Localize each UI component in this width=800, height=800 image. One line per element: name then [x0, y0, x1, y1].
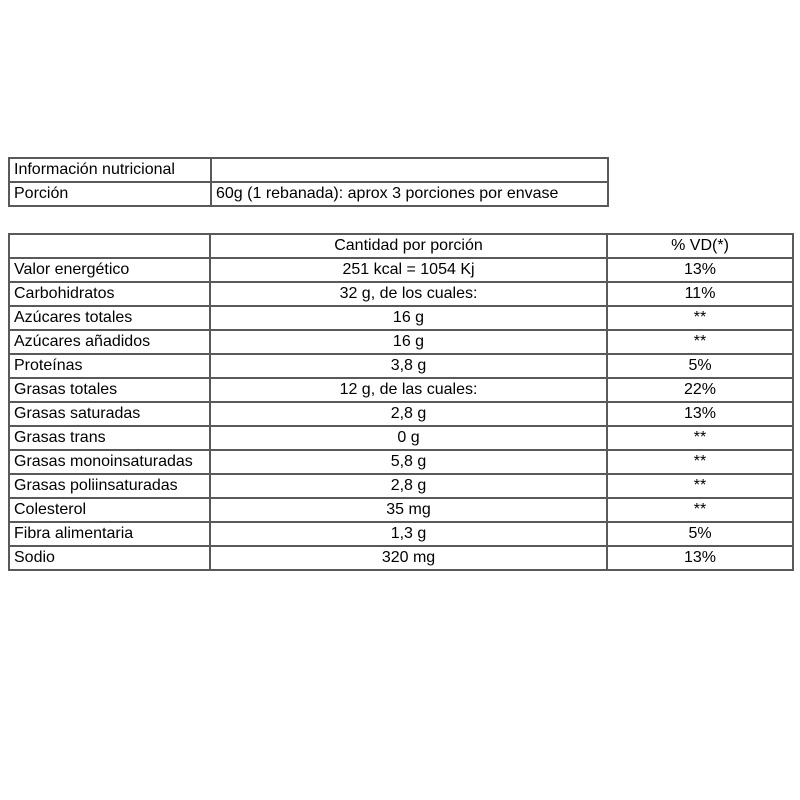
nutrient-cell: Valor energético	[8, 257, 211, 283]
nutrition-table: Cantidad por porción % VD(*) Valor energ…	[8, 233, 794, 571]
amount-cell: 2,8 g	[209, 473, 608, 499]
vd-cell: 22%	[606, 377, 794, 403]
nutrient-cell: Fibra alimentaria	[8, 521, 211, 547]
portion-label-cell: Porción	[8, 181, 212, 207]
amount-cell: 35 mg	[209, 497, 608, 523]
vd-cell: 5%	[606, 353, 794, 379]
table-row: Grasas trans 0 g **	[8, 425, 794, 451]
nutrient-cell: Azúcares añadidos	[8, 329, 211, 355]
table-row: Azúcares añadidos 16 g **	[8, 329, 794, 355]
table-row: Sodio 320 mg 13%	[8, 545, 794, 571]
vd-cell: **	[606, 329, 794, 355]
table-row: Colesterol 35 mg **	[8, 497, 794, 523]
table-row: Proteínas 3,8 g 5%	[8, 353, 794, 379]
nutrient-cell: Colesterol	[8, 497, 211, 523]
vd-cell: 13%	[606, 401, 794, 427]
table-row: Carbohidratos 32 g, de los cuales: 11%	[8, 281, 794, 307]
amount-cell: 2,8 g	[209, 401, 608, 427]
amount-cell: 16 g	[209, 329, 608, 355]
vd-cell: 5%	[606, 521, 794, 547]
table-row: Información nutricional	[8, 157, 609, 183]
header-row: Cantidad por porción % VD(*)	[8, 233, 794, 259]
amount-cell: 3,8 g	[209, 353, 608, 379]
table-row: Fibra alimentaria 1,3 g 5%	[8, 521, 794, 547]
vd-cell: **	[606, 473, 794, 499]
vd-header-cell: % VD(*)	[606, 233, 794, 259]
amount-cell: 32 g, de los cuales:	[209, 281, 608, 307]
nutrient-cell: Sodio	[8, 545, 211, 571]
info-title-value-cell	[210, 157, 609, 183]
amount-cell: 251 kcal = 1054 Kj	[209, 257, 608, 283]
amount-cell: 0 g	[209, 425, 608, 451]
amount-cell: 320 mg	[209, 545, 608, 571]
vd-cell: **	[606, 425, 794, 451]
vd-cell: 13%	[606, 545, 794, 571]
table-row: Grasas totales 12 g, de las cuales: 22%	[8, 377, 794, 403]
nutrient-cell: Azúcares totales	[8, 305, 211, 331]
nutrient-cell: Grasas saturadas	[8, 401, 211, 427]
nutrient-cell: Grasas monoinsaturadas	[8, 449, 211, 475]
amount-cell: 5,8 g	[209, 449, 608, 475]
nutrient-cell: Carbohidratos	[8, 281, 211, 307]
corner-cell	[8, 233, 211, 259]
amount-cell: 16 g	[209, 305, 608, 331]
amount-cell: 12 g, de las cuales:	[209, 377, 608, 403]
info-title-cell: Información nutricional	[8, 157, 212, 183]
nutrient-cell: Grasas trans	[8, 425, 211, 451]
table-row: Grasas poliinsaturadas 2,8 g **	[8, 473, 794, 499]
table-row: Grasas monoinsaturadas 5,8 g **	[8, 449, 794, 475]
vd-cell: 13%	[606, 257, 794, 283]
table-row: Azúcares totales 16 g **	[8, 305, 794, 331]
vd-cell: **	[606, 497, 794, 523]
vd-cell: 11%	[606, 281, 794, 307]
vd-cell: **	[606, 449, 794, 475]
info-table: Información nutricional Porción 60g (1 r…	[8, 157, 609, 207]
nutrient-cell: Grasas totales	[8, 377, 211, 403]
nutrient-cell: Proteínas	[8, 353, 211, 379]
table-row: Grasas saturadas 2,8 g 13%	[8, 401, 794, 427]
amount-cell: 1,3 g	[209, 521, 608, 547]
table-row: Porción 60g (1 rebanada): aprox 3 porcio…	[8, 181, 609, 207]
amount-header-cell: Cantidad por porción	[209, 233, 608, 259]
nutrient-cell: Grasas poliinsaturadas	[8, 473, 211, 499]
vd-cell: **	[606, 305, 794, 331]
table-row: Valor energético 251 kcal = 1054 Kj 13%	[8, 257, 794, 283]
portion-value-cell: 60g (1 rebanada): aprox 3 porciones por …	[210, 181, 609, 207]
